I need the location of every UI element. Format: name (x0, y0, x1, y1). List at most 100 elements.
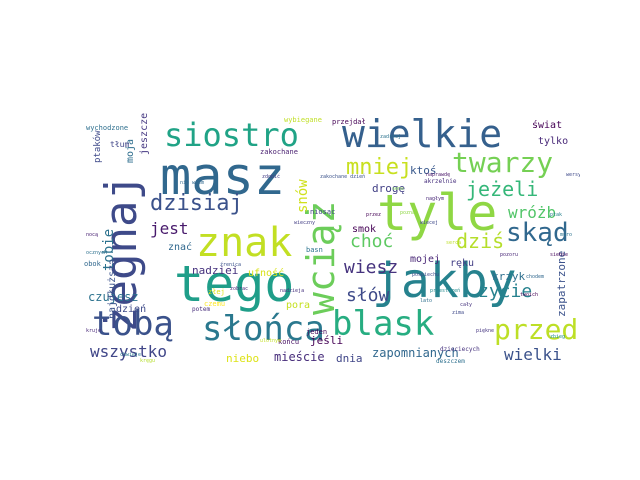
word: tłum (110, 140, 130, 149)
word: złej (208, 288, 225, 296)
word: nadziei (192, 264, 239, 277)
word: tego (174, 255, 295, 313)
word: chodem (526, 274, 545, 280)
word: kruje (86, 328, 102, 334)
word: wciąż (299, 200, 343, 315)
word: wybiegane (284, 116, 322, 124)
word: znak (196, 220, 293, 266)
word: siebie (550, 252, 569, 258)
word: dziś (456, 229, 505, 253)
word: piękne (476, 328, 495, 334)
word: najdłuższą (107, 258, 118, 319)
word: twarzy (452, 146, 554, 179)
word: zima (452, 310, 465, 316)
word: nadzieja (280, 288, 305, 294)
word: tylko (538, 136, 569, 147)
word: niosąc (310, 208, 336, 216)
word: cały (460, 302, 473, 308)
word: serca (446, 240, 462, 246)
word: nagłym (426, 196, 445, 202)
word: potem (192, 306, 211, 313)
word: nocą (86, 232, 99, 238)
word: znać (168, 242, 193, 253)
word: akrzelnie (424, 178, 457, 185)
word: czujesz (88, 290, 139, 304)
word: wiecej (420, 220, 439, 226)
word: mniej (346, 155, 413, 180)
word: zadrżej (380, 134, 402, 140)
word: życie (478, 281, 533, 302)
word: wersy (566, 172, 580, 178)
word: zbieg (550, 334, 566, 340)
word: blask (332, 304, 435, 344)
word: ręku (450, 258, 475, 269)
word: basn (306, 246, 323, 254)
word: twoich (520, 292, 539, 298)
word: jeden (306, 328, 328, 336)
word: lato (420, 298, 433, 304)
word: przestrzeń (430, 288, 461, 294)
word: przed (494, 313, 579, 346)
word: mieście (274, 350, 325, 364)
word: dzień (116, 304, 147, 315)
word: obok (84, 260, 101, 268)
word: słońca (202, 309, 325, 349)
word: jakby (372, 253, 517, 309)
word: zakochane dzień (320, 174, 366, 180)
word: smok (352, 224, 377, 235)
word: dzieciecych (440, 346, 480, 353)
word: przez (366, 212, 382, 218)
word: ulotnym (260, 338, 282, 344)
word: tyle (377, 184, 498, 242)
word: kręgu (140, 358, 156, 364)
word: pozoru (500, 252, 519, 258)
word: nie wiem (180, 180, 205, 186)
word: dzisiaj (150, 191, 243, 216)
word: wielki (504, 345, 562, 364)
word: jeśli (310, 334, 344, 347)
word: krzyk (492, 270, 526, 283)
word: mojej (410, 254, 441, 265)
word: zobrac (230, 286, 249, 292)
word: drogę (372, 182, 406, 195)
word: źrenica (220, 262, 242, 268)
word: końcu (278, 338, 300, 346)
word: zakochane (260, 148, 298, 156)
word: choć (350, 231, 394, 252)
word: wszystko (90, 342, 168, 361)
word: sens (392, 186, 405, 192)
word: jeszcze (139, 113, 150, 155)
word: wiesz (344, 257, 399, 278)
word: wielkie (342, 113, 503, 156)
word: siostro (164, 116, 299, 154)
word: zapatrzone (555, 250, 568, 317)
word: deszczem (436, 358, 465, 365)
word: snów (295, 179, 311, 213)
word: dnia (336, 352, 363, 365)
word: muro (560, 232, 573, 238)
word: czemu (204, 300, 226, 308)
word: świat (532, 120, 563, 131)
word: zdobić (262, 174, 281, 180)
word: ocznych (86, 250, 108, 256)
word: ptak (550, 212, 563, 218)
word: jest (150, 219, 189, 238)
word: jeżeli (466, 177, 539, 201)
word: słów (346, 285, 390, 306)
word: pora (286, 300, 311, 311)
word: ufność (248, 268, 285, 279)
word: skąd (506, 218, 569, 248)
word: tobą (92, 304, 174, 344)
word: wróżb (508, 203, 557, 222)
word-cloud: masz tyle tego jakby żegnaj wciąż znak w… (80, 113, 580, 370)
word: wychodzone (86, 124, 129, 132)
word: ptaków (93, 130, 103, 163)
word: pospiechu (412, 272, 440, 278)
word: poznać (400, 210, 419, 216)
word: przejdał (332, 118, 366, 126)
word: zapomnianych (372, 346, 459, 360)
word: niebo (226, 352, 260, 365)
word: naprawdę (426, 172, 451, 178)
word: masz (160, 147, 286, 207)
word: ktoś (410, 164, 437, 177)
